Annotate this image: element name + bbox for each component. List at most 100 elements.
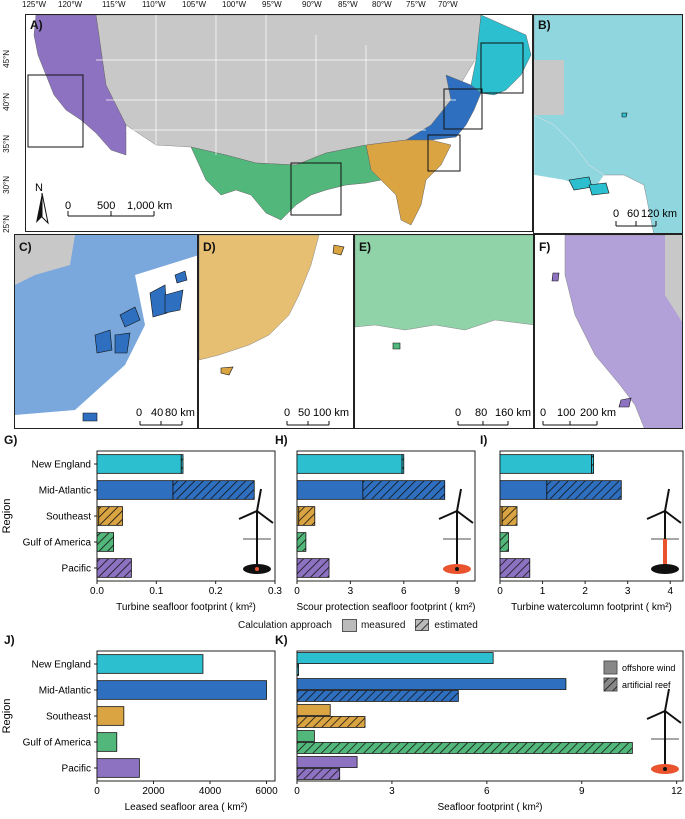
chart-g: 0.0 0.1 0.2 0.3 New England Mid-Atlantic South…	[1, 450, 282, 613]
bar-estimated-hatch	[97, 532, 114, 552]
lease-areas-f	[551, 272, 632, 408]
x-tick-label: 2	[582, 586, 588, 597]
panel-label-e: E)	[359, 240, 371, 254]
lease-areas-b	[568, 112, 628, 196]
x-tick-label: 3	[348, 586, 354, 597]
x-tick-label: 0.0	[90, 586, 104, 597]
bar	[96, 654, 204, 674]
bar-measured	[499, 480, 548, 500]
map-panel-f: 0 100 200 km F)	[534, 234, 683, 429]
svg-text:0: 0	[65, 200, 71, 212]
svg-text:50: 50	[298, 407, 310, 419]
x-tick-label: 0.2	[209, 586, 223, 597]
panel-label-i: I)	[480, 433, 488, 447]
x-tick-label: 0	[94, 786, 100, 797]
bar-measured	[96, 454, 182, 474]
x-tick-label: 3	[625, 586, 631, 597]
scale-bar-c: 0 40 80 km	[136, 407, 195, 426]
svg-text:40: 40	[151, 407, 163, 419]
wind-turbine-icon	[438, 488, 474, 574]
study-area-boxes	[27, 42, 524, 216]
map-panel-e: 0 80 160 km E)	[354, 234, 534, 429]
x-tick-label: 6	[401, 586, 407, 597]
x-tick-label: 4	[667, 586, 673, 597]
scale-bar-b: 0 60 120 km	[613, 208, 677, 227]
bar-measured	[499, 454, 592, 474]
calculation-approach-legend: Calculation approach measured estimated	[238, 619, 478, 632]
x-tick-label: 6000	[255, 786, 278, 797]
bar-offshore-wind	[296, 756, 358, 768]
legend-title: Calculation approach	[238, 620, 332, 631]
x-axis-label: Turbine watercolumn footprint ( km²)	[511, 602, 672, 613]
bar	[96, 680, 267, 700]
y-tick-label: Gulf of America	[23, 538, 92, 549]
lease-areas-c	[82, 270, 188, 422]
legend-swatch-measured	[341, 619, 357, 632]
pacific-region	[33, 15, 127, 156]
bar-estimated-hatch	[181, 454, 184, 474]
wind-turbine-icon	[646, 488, 682, 574]
svg-text:1,000 km: 1,000 km	[127, 200, 172, 212]
y-tick-label: Mid-Atlantic	[39, 486, 91, 497]
mid-atlantic-region	[405, 74, 482, 141]
state-lines	[96, 15, 476, 163]
x-tick-label: 0	[294, 786, 300, 797]
bar-estimated-hatch	[362, 480, 445, 500]
map-panel-d: 0 50 100 km D)	[198, 234, 354, 429]
bar-artificial-reef-hatch	[297, 690, 459, 702]
x-tick-label: 9	[454, 586, 460, 597]
svg-text:500: 500	[97, 200, 115, 212]
chart-i: 0 1 2 3 4 Turbine watercolumn footprint ( km²…	[497, 450, 684, 613]
charts-area: 0.0 0.1 0.2 0.3 New England Mid-Atlantic South…	[1, 450, 684, 813]
panel-label-j: J)	[4, 633, 15, 647]
panel-label-b: B)	[538, 18, 551, 32]
us-map: N 0 500 1,000 km	[26, 15, 532, 231]
x-tick-label: 0.3	[268, 586, 282, 597]
bar-estimated-hatch	[500, 558, 530, 578]
panel-label-h: H)	[275, 433, 288, 447]
x-tick-label: 2000	[142, 786, 165, 797]
y-axis-label: Region	[1, 499, 13, 534]
map-panel-a: N 0 500 1,000 km A)	[25, 14, 533, 232]
y-tick-label: Pacific	[62, 764, 91, 775]
scale-bar-e: 0 80 160 km	[455, 407, 531, 426]
map-panel-b: 0 60 120 km B)	[533, 14, 683, 234]
svg-text:60: 60	[627, 208, 639, 220]
bar-artificial-reef-hatch	[297, 664, 299, 676]
bar-estimated-hatch	[500, 532, 509, 552]
bar-estimated-hatch	[546, 480, 622, 500]
svg-text:0: 0	[284, 407, 290, 419]
y-axis-label: Region	[1, 699, 13, 734]
lease-areas-d	[220, 244, 345, 376]
bar-measured	[96, 480, 174, 500]
bar-offshore-wind	[296, 730, 315, 742]
bar-artificial-reef-hatch	[297, 716, 366, 728]
bar-estimated-hatch	[591, 454, 594, 474]
y-tick-label: Gulf of America	[23, 738, 92, 749]
bar-estimated-hatch	[502, 506, 518, 526]
bar-artificial-reef-hatch	[297, 742, 633, 754]
bar	[96, 758, 140, 778]
bar-estimated-hatch	[402, 454, 404, 474]
legend-label-estimated: estimated	[434, 620, 478, 631]
x-tick-label: 9	[579, 786, 585, 797]
y-tick-label: Pacific	[62, 564, 91, 575]
legend-label-measured: measured	[360, 620, 406, 631]
x-tick-label: 12	[671, 786, 683, 797]
chart-j: 0 2000 4000 6000 New England Mid-Atlantic Sout…	[1, 650, 278, 813]
y-tick-label: Southeast	[46, 512, 91, 523]
lease-areas-e	[392, 342, 401, 350]
panel-label-c: C)	[19, 240, 32, 254]
y-tick-label: Southeast	[46, 712, 91, 723]
chart-k: 0 3 6 9 12 Seafloor footprint ( km²)	[294, 650, 684, 813]
x-axis-label: Seafloor footprint ( km²)	[437, 802, 542, 813]
bar-offshore-wind	[296, 678, 567, 690]
north-label: N	[35, 182, 43, 194]
scale-bar-f: 0 100 200 km	[540, 407, 616, 426]
y-tick-label: New England	[32, 660, 91, 671]
panel-label-k: K)	[275, 633, 288, 647]
bar-estimated-hatch	[97, 558, 132, 578]
x-tick-label: 0	[497, 586, 503, 597]
svg-text:200 km: 200 km	[580, 407, 616, 419]
north-arrow-icon	[36, 192, 49, 225]
